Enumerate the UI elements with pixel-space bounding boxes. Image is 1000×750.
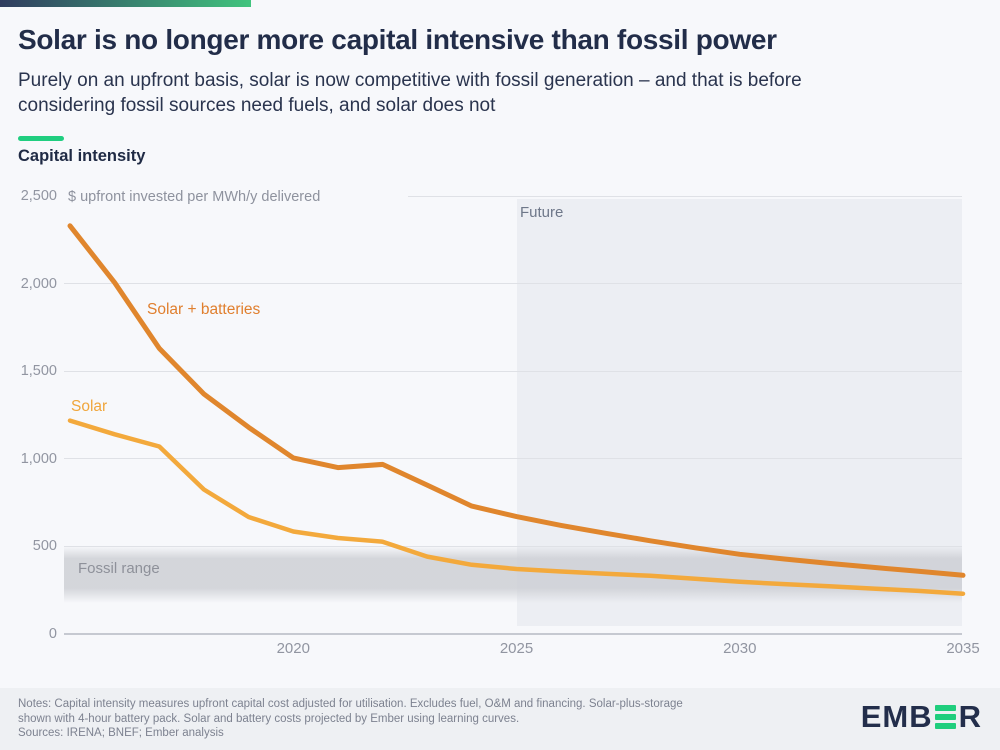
- x-tick-label: 2025: [499, 640, 534, 657]
- gridline: [64, 545, 962, 547]
- gridline: [64, 458, 962, 460]
- chart-title: Capital intensity: [18, 147, 146, 165]
- y-tick-label: 0: [48, 626, 57, 642]
- fossil-range-band: [64, 546, 962, 603]
- chart-sources: Sources: IRENA; BNEF; Ember analysis: [18, 727, 224, 739]
- logo-text-emb: EMB: [860, 699, 933, 734]
- page-subtitle: Purely on an upfront basis, solar is now…: [18, 68, 983, 118]
- x-tick-label: 2030: [723, 640, 757, 657]
- line-solar-batteries: [67, 223, 966, 578]
- chart-notes: Notes: Capital intensity measures upfron…: [18, 697, 683, 741]
- gridline: [64, 633, 962, 635]
- ember-logo: EMB R: [861, 699, 982, 735]
- y-tick-label: 1,500: [20, 363, 57, 380]
- line-solar: [67, 418, 966, 596]
- brand-accent-bar: [0, 0, 251, 7]
- x-tick-label: 2035: [946, 640, 980, 657]
- page-title: Solar is no longer more capital intensiv…: [18, 24, 777, 55]
- y-tick-label: 500: [32, 538, 57, 555]
- y-axis-unit-label: $ upfront invested per MWh/y delivered: [68, 189, 321, 205]
- gridline: [64, 283, 962, 285]
- notes-line-2: shown with 4-hour battery pack. Solar an…: [18, 712, 520, 725]
- y-tick-label: 2,500: [20, 188, 57, 204]
- y-tick-label: 1,000: [20, 450, 57, 467]
- series-label-solar-batteries: Solar + batteries: [147, 301, 261, 318]
- x-tick-label: 2020: [276, 640, 310, 657]
- subtitle-line-2: considering fossil sources need fuels, a…: [18, 95, 496, 116]
- gridline: [64, 370, 962, 372]
- notes-line-1: Notes: Capital intensity measures upfron…: [18, 698, 683, 710]
- chart-accent-bar: [18, 136, 64, 141]
- future-region-label: Future: [520, 204, 564, 221]
- fossil-range-label: Fossil range: [78, 560, 160, 577]
- subtitle-line-1: Purely on an upfront basis, solar is now…: [18, 70, 802, 91]
- series-label-solar: Solar: [71, 398, 108, 415]
- ember-green-e-icon: [934, 705, 956, 729]
- logo-text-r: R: [958, 699, 982, 734]
- gridline: [408, 195, 962, 197]
- y-tick-label: 2,000: [20, 275, 57, 292]
- footer: [0, 688, 1000, 750]
